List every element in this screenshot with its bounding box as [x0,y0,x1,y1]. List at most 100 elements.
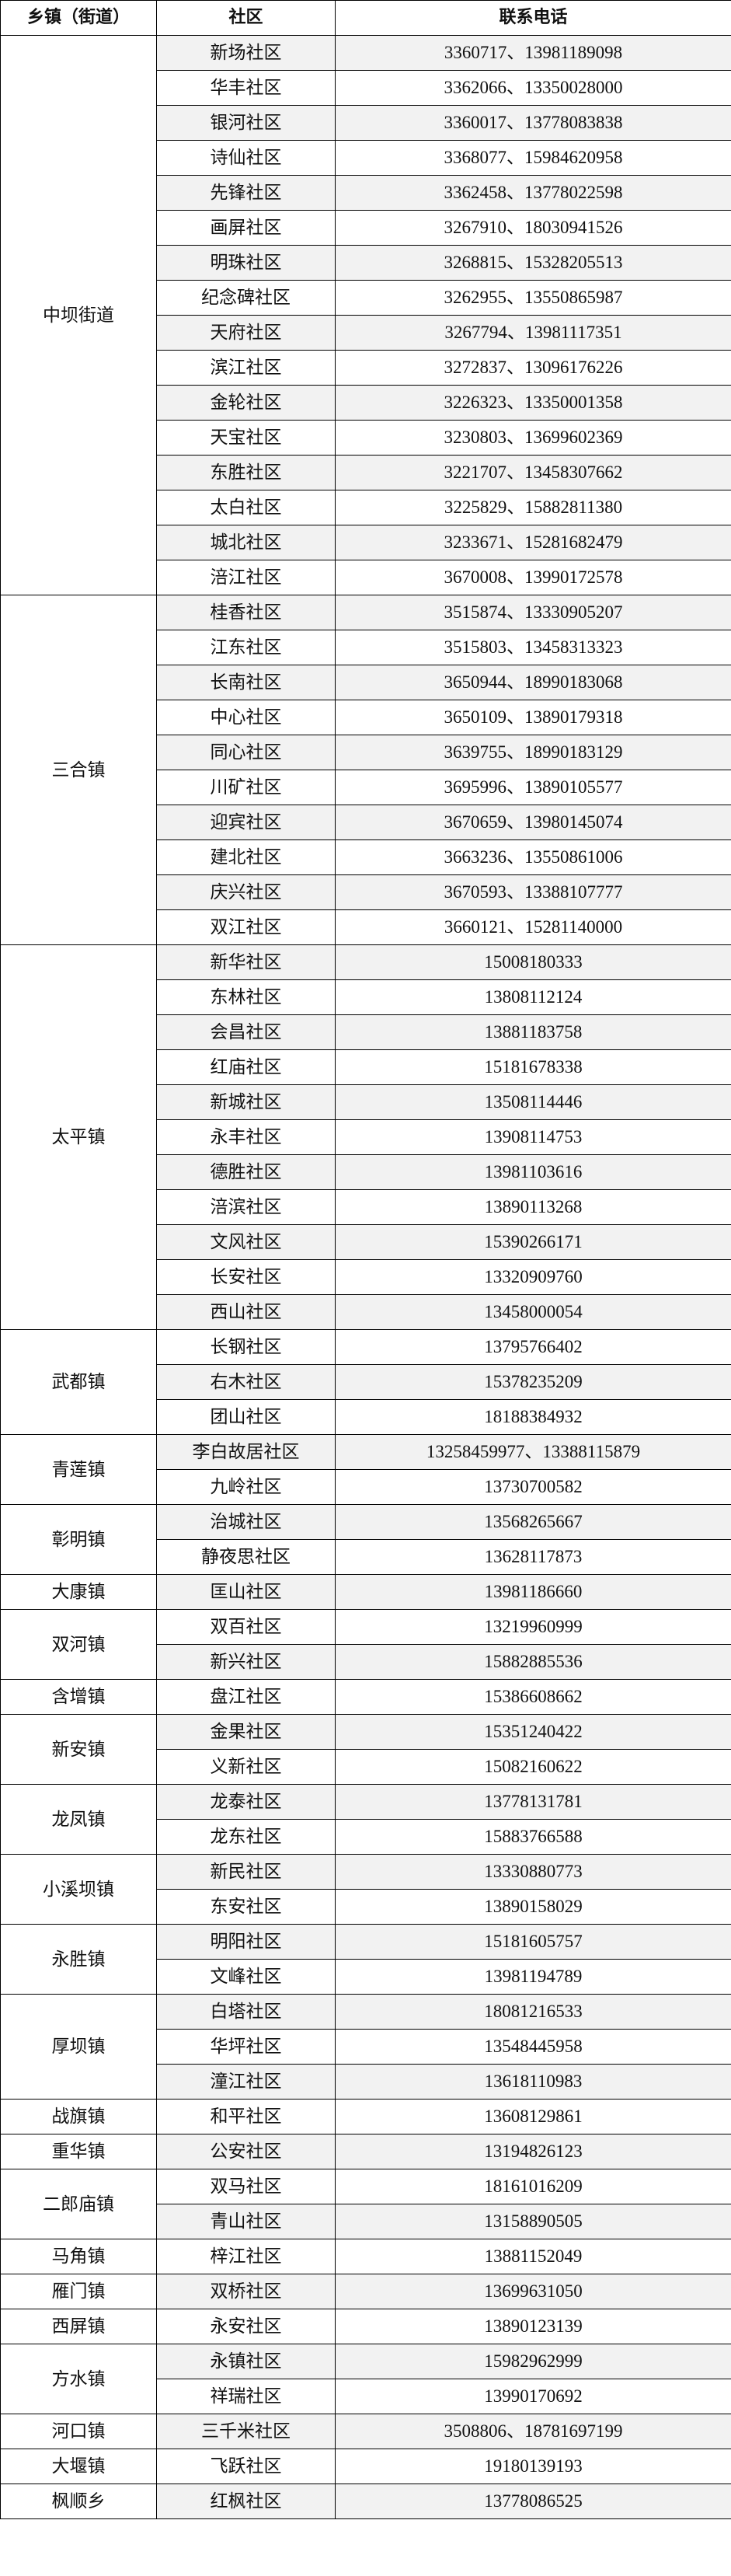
phone-cell: 13981194789 [335,1959,731,1995]
table-row: 小溪坝镇 新民社区 13330880773 [0,1854,731,1925]
phone-cell: 3508806、18781697199 [335,2414,731,2449]
community-cell: 双桥社区 [156,2274,336,2309]
phone-cell: 13320909760 [335,1259,731,1295]
table-row: 长南社区 3650944、18990183068 [1,665,731,700]
phone-cell: 15386608662 [335,1679,731,1715]
community-cell: 庆兴社区 [156,874,336,910]
community-cell: 文峰社区 [156,1959,336,1995]
community-cell: 先锋社区 [156,175,336,211]
table-row: 太白社区 3225829、15882811380 [1,490,731,525]
phone-cell: 13258459977、13388115879 [335,1434,731,1470]
table-row: 诗仙社区 3368077、15984620958 [1,140,731,176]
phone-cell: 18081216533 [335,1994,731,2030]
community-cell: 静夜思社区 [156,1539,336,1575]
community-cell: 公安社区 [156,2134,336,2169]
community-cell: 天宝社区 [156,420,336,456]
table-row: 马角镇 梓江社区 13881152049 [0,2239,731,2274]
phone-cell: 13981103616 [335,1154,731,1190]
table-row: 庆兴社区 3670593、13388107777 [1,874,731,910]
community-cell: 梓江社区 [156,2239,336,2274]
community-cell: 西山社区 [156,1294,336,1330]
phone-cell: 13158890505 [335,2204,731,2239]
phone-cell: 3225829、15882811380 [335,490,731,525]
phone-cell: 13881152049 [335,2239,731,2274]
phone-cell: 3368077、15984620958 [335,140,731,176]
phone-cell: 15082160622 [335,1749,731,1785]
community-cell: 九岭社区 [156,1469,336,1505]
table-row: 方水镇 永镇社区 15982962999 [0,2344,731,2414]
community-cell: 文风社区 [156,1224,336,1260]
table-row: 三合镇 桂香社区 3515874、13330905207 [0,595,731,945]
phone-cell: 15378235209 [335,1364,731,1400]
community-cell: 建北社区 [156,839,336,875]
phone-cell: 3650944、18990183068 [335,665,731,700]
town-cell: 雁门镇 [0,2274,157,2309]
header-town: 乡镇（街道） [0,0,157,36]
community-cell: 双马社区 [156,2169,336,2204]
phone-cell: 15181605757 [335,1924,731,1960]
table-row: 东安社区 13890158029 [1,1889,731,1925]
table-row: 东胜社区 3221707、13458307662 [1,455,731,490]
phone-cell: 3650109、13890179318 [335,700,731,735]
header-community: 社区 [156,0,336,36]
table-row: 永丰社区 13908114753 [1,1119,731,1155]
community-cell: 永安社区 [156,2309,336,2344]
table-row: 祥瑞社区 13990170692 [1,2379,731,2414]
phone-cell: 3663236、13550861006 [335,839,731,875]
table-row: 义新社区 15082160622 [1,1749,731,1785]
table-row: 纪念碑社区 3262955、13550865987 [1,280,731,316]
table-row: 新城社区 13508114446 [1,1084,731,1120]
table-header-row: 乡镇（街道） 社区 联系电话 [0,0,731,36]
community-cell: 桂香社区 [156,595,336,630]
community-cell: 红枫社区 [156,2484,336,2519]
phone-cell: 3515874、13330905207 [335,595,731,630]
phone-cell: 13778131781 [335,1784,731,1820]
community-cell: 天府社区 [156,315,336,351]
community-cell: 义新社区 [156,1749,336,1785]
community-cell: 双江社区 [156,909,336,945]
table-row: 河口镇 三千米社区 3508806、18781697199 [0,2414,731,2449]
town-cell: 枫顺乡 [0,2484,157,2519]
table-row: 新兴社区 15882885536 [1,1644,731,1680]
community-cell: 江东社区 [156,630,336,665]
town-cell: 西屏镇 [0,2309,157,2344]
community-cell: 新民社区 [156,1854,336,1890]
community-cell: 东胜社区 [156,455,336,490]
community-cell: 李白故居社区 [156,1434,336,1470]
town-cell: 永胜镇 [0,1924,157,1995]
phone-cell: 13808112124 [335,979,731,1015]
table-row: 武都镇 长钢社区 13795766402 [0,1329,731,1435]
table-row: 大康镇 匡山社区 13981186660 [0,1574,731,1610]
community-cell: 右木社区 [156,1364,336,1400]
community-cell: 明阳社区 [156,1924,336,1960]
phone-cell: 3268815、15328205513 [335,245,731,281]
community-cell: 东安社区 [156,1889,336,1925]
phone-cell: 13194826123 [335,2134,731,2169]
town-cell: 太平镇 [0,944,157,1330]
table-row: 先锋社区 3362458、13778022598 [1,175,731,211]
table-row: 华坪社区 13548445958 [1,2029,731,2065]
town-cell: 彰明镇 [0,1504,157,1575]
phone-cell: 18161016209 [335,2169,731,2204]
phone-cell: 3221707、13458307662 [335,455,731,490]
table-row: 中心社区 3650109、13890179318 [1,700,731,735]
community-cell: 诗仙社区 [156,140,336,176]
table-row: 龙东社区 15883766588 [1,1819,731,1855]
table-row: 会昌社区 13881183758 [1,1014,731,1050]
community-cell: 银河社区 [156,105,336,141]
phone-cell: 3272837、13096176226 [335,350,731,386]
community-cell: 川矿社区 [156,770,336,805]
table-row: 厚坝镇 白塔社区 18081216533 [0,1994,731,2100]
town-cell: 重华镇 [0,2134,157,2169]
town-cell: 厚坝镇 [0,1994,157,2100]
phone-cell: 13618110983 [335,2064,731,2100]
community-cell: 双百社区 [156,1609,336,1645]
table-row: 城北社区 3233671、15281682479 [1,525,731,560]
community-cell: 涪江社区 [156,560,336,595]
table-body: 中坝街道 新场社区 3360717、13981189098 华丰社区 3362066、1… [0,35,731,2519]
community-cell: 新城社区 [156,1084,336,1120]
community-cell: 新场社区 [156,35,336,71]
phone-cell: 13628117873 [335,1539,731,1575]
community-cell: 红庙社区 [156,1049,336,1085]
town-cell: 武都镇 [0,1329,157,1435]
